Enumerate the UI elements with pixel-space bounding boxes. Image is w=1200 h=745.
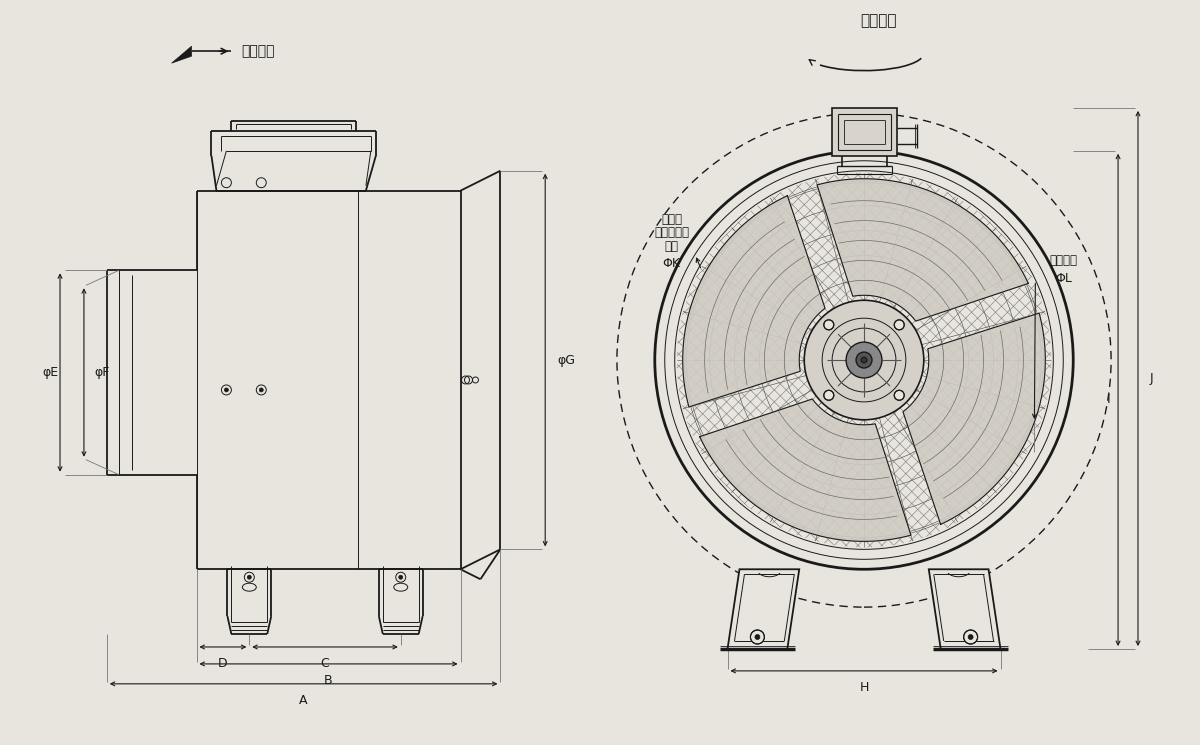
Circle shape [750, 630, 764, 644]
Polygon shape [817, 179, 1028, 321]
Circle shape [964, 630, 978, 644]
Polygon shape [902, 313, 1045, 524]
Circle shape [824, 390, 834, 400]
Text: D: D [218, 657, 228, 670]
Circle shape [224, 388, 228, 392]
Circle shape [894, 390, 905, 400]
Polygon shape [727, 569, 799, 649]
Text: B: B [324, 674, 332, 687]
Text: A: A [299, 694, 308, 707]
Circle shape [755, 635, 760, 639]
Text: 吸気側: 吸気側 [661, 212, 683, 226]
Text: ΦK: ΦK [662, 257, 680, 270]
Text: φG: φG [557, 354, 575, 367]
Text: 内径: 内径 [665, 241, 679, 253]
FancyBboxPatch shape [832, 108, 896, 156]
Polygon shape [683, 196, 826, 407]
Text: ΦL: ΦL [1055, 273, 1072, 285]
Text: ケーシング: ケーシング [654, 226, 689, 239]
Text: C: C [320, 657, 330, 670]
Text: φE: φE [42, 366, 58, 379]
Circle shape [862, 357, 868, 363]
Circle shape [846, 342, 882, 378]
Circle shape [804, 300, 924, 420]
Text: 回転方向: 回転方向 [860, 13, 898, 28]
Circle shape [398, 575, 403, 579]
Polygon shape [929, 569, 1001, 649]
Text: φF: φF [94, 366, 109, 379]
Circle shape [247, 575, 251, 579]
Circle shape [259, 388, 263, 392]
Text: I: I [1106, 393, 1110, 406]
Polygon shape [172, 46, 192, 63]
Polygon shape [700, 399, 911, 542]
Circle shape [968, 635, 973, 639]
Circle shape [856, 352, 872, 368]
Text: J: J [1150, 372, 1153, 385]
Circle shape [824, 320, 834, 330]
Text: H: H [859, 681, 869, 694]
Text: ハネ外径: ハネ外径 [1049, 254, 1078, 267]
Text: 風の流れ: 風の流れ [241, 44, 275, 58]
Circle shape [894, 320, 905, 330]
